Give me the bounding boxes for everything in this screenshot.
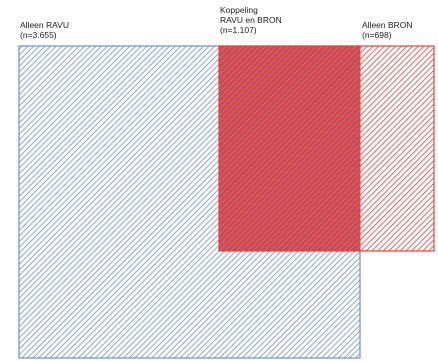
label-alleen-bron: Alleen BRON (n=698) [362,20,413,40]
label-koppeling: Koppeling RAVU en BRON (n=1.107) [220,5,282,35]
label-koppeling-count: (n=1.107) [220,25,257,35]
label-koppeling-title: Koppeling [220,5,258,15]
label-alleen-ravu: Alleen RAVU (n=3.655) [20,20,69,40]
label-alleen-ravu-count: (n=3.655) [20,30,57,40]
label-alleen-ravu-title: Alleen RAVU [20,20,69,30]
overlap-region [218,45,361,252]
label-alleen-bron-count: (n=698) [362,30,392,40]
label-koppeling-subtitle: RAVU en BRON [220,15,282,25]
label-alleen-bron-title: Alleen BRON [362,20,413,30]
